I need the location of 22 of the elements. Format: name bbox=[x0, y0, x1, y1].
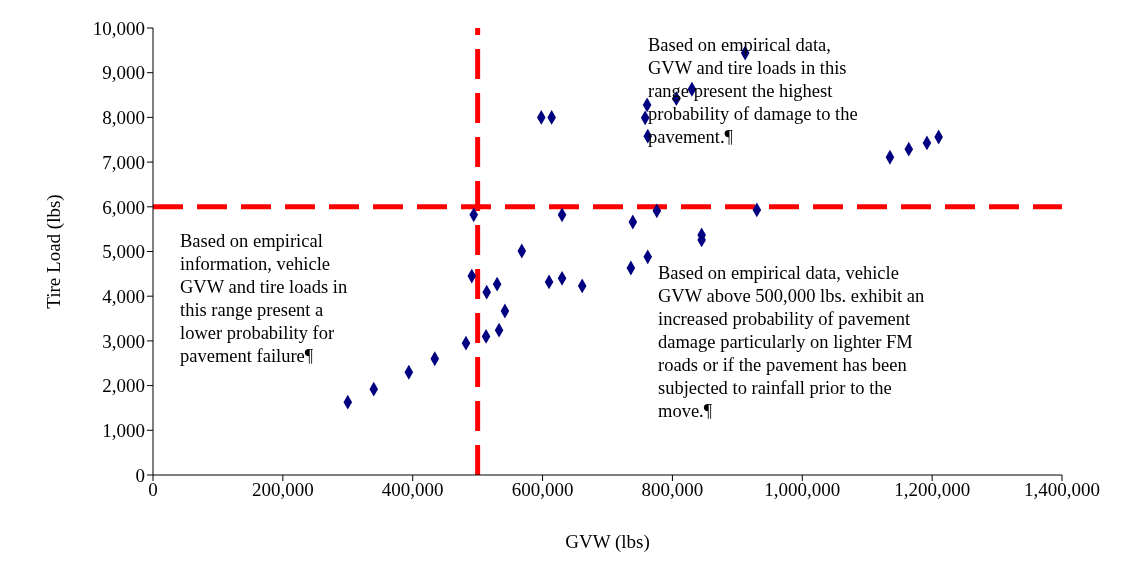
y-tick-label: 4,000 bbox=[102, 285, 145, 307]
y-tick-label: 9,000 bbox=[102, 62, 145, 84]
x-tick-label: 400,000 bbox=[381, 479, 444, 501]
y-tick-label: 10,000 bbox=[92, 17, 145, 39]
y-tick-label: 1,000 bbox=[102, 420, 145, 442]
y-tick-label: 2,000 bbox=[102, 375, 145, 397]
x-axis-title: GVW (lbs) bbox=[565, 531, 650, 553]
y-tick-label: 3,000 bbox=[102, 330, 145, 352]
x-tick-label: 1,200,000 bbox=[894, 479, 971, 501]
y-tick-label: 7,000 bbox=[102, 151, 145, 173]
y-tick-label: 0 bbox=[135, 464, 145, 486]
y-tick-label: 5,000 bbox=[102, 241, 145, 263]
x-tick-label: 200,000 bbox=[251, 479, 314, 501]
x-tick-label: 800,000 bbox=[641, 479, 704, 501]
x-tick-label: 1,400,000 bbox=[1024, 479, 1100, 501]
annotation: Based on empirical data, vehicle GVW above 500,000 lbs. exhibit an increased probability of pavement damage particularly on lighter FM roads or if the pavement has been subjected to rainfall prior to the move.¶ bbox=[658, 262, 925, 423]
x-tick-label: 1,000,000 bbox=[764, 479, 841, 501]
y-tick-label: 8,000 bbox=[102, 107, 145, 129]
y-tick-label: 6,000 bbox=[102, 196, 145, 218]
annotation: Based on empirical information, vehicle GVW and tire loads in this range present a lower probability for pavement failure¶ bbox=[180, 230, 348, 368]
x-tick-label: 600,000 bbox=[511, 479, 574, 501]
y-axis-title: Tire Load (lbs) bbox=[42, 194, 65, 309]
